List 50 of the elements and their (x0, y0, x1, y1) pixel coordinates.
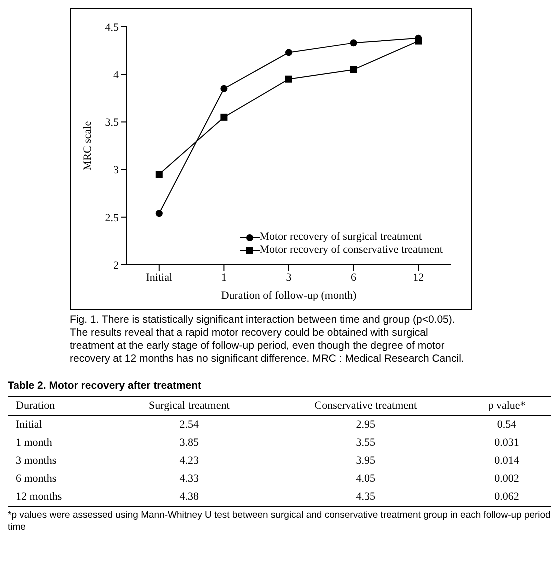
point (350, 66, 358, 74)
caption: Fig. 1. There is statistically significant interaction between time and group (p<0.05). The results reveal that a rapid motor recovery could be obtained with surgical treatment at the early stage of follow-up period, even though the degree of motor recovery at 12 months has no significant difference. MRC : Medical Research Cancil. (70, 314, 466, 366)
text: 3.95 (355, 454, 377, 469)
text: 1 month (15, 436, 54, 451)
legend-label: Motor recovery of surgical treatment (260, 231, 422, 244)
point (156, 171, 163, 178)
y-tick-label: 4.5 (105, 22, 120, 34)
x-tick-label: 12 (413, 272, 424, 284)
text: *p values were assessed using Mann-Whitney U test between surgical and conservative treatment group in each follow-up period time (8, 510, 551, 534)
text: Duration (15, 399, 56, 414)
point (286, 76, 292, 83)
text: Surgical treatment (148, 399, 231, 414)
point (156, 210, 163, 218)
text: 4.38 (178, 490, 200, 505)
text: 0.002 (494, 472, 520, 487)
x-tick-label: 1 (221, 272, 227, 284)
text: 0.54 (496, 418, 518, 433)
text: 0.062 (494, 490, 520, 505)
text: 3.85 (178, 436, 200, 451)
y-axis-title: MRC scale (82, 121, 94, 171)
text: Initial (15, 418, 44, 433)
y-tick-label: 3 (114, 164, 120, 177)
y-tick-label: 3.5 (105, 117, 120, 130)
text: 2.95 (355, 418, 377, 433)
text: 6 months (15, 472, 58, 487)
point (220, 85, 228, 92)
text: p value* (487, 399, 527, 414)
point (350, 40, 358, 47)
point (286, 49, 292, 56)
text: 3 months (15, 454, 58, 469)
text: 0.014 (494, 454, 520, 469)
text: 0.031 (494, 436, 520, 451)
y-tick-label: 2 (114, 260, 119, 272)
caption: Table 2. Motor recovery after treatment (8, 380, 203, 392)
text: Conservative treatment (314, 399, 418, 414)
text: 4.05 (355, 472, 377, 487)
y-tick-label: 2.5 (105, 212, 120, 224)
text: 12 months (15, 490, 64, 505)
legend-label: Motor recovery of conservative treatment (260, 244, 443, 257)
x-tick-label: 3 (286, 272, 292, 284)
text: 3.55 (355, 436, 377, 451)
x-axis-title: Duration of follow-up (month) (221, 290, 357, 302)
x-tick-label: Initial (146, 272, 173, 284)
y-tick-label: 4 (114, 70, 120, 82)
text: 4.35 (355, 490, 377, 505)
text: 2.54 (178, 418, 200, 433)
text: 4.33 (178, 472, 200, 487)
x-tick-label: 6 (351, 272, 358, 284)
point (220, 114, 228, 121)
text: 4.23 (178, 454, 200, 469)
